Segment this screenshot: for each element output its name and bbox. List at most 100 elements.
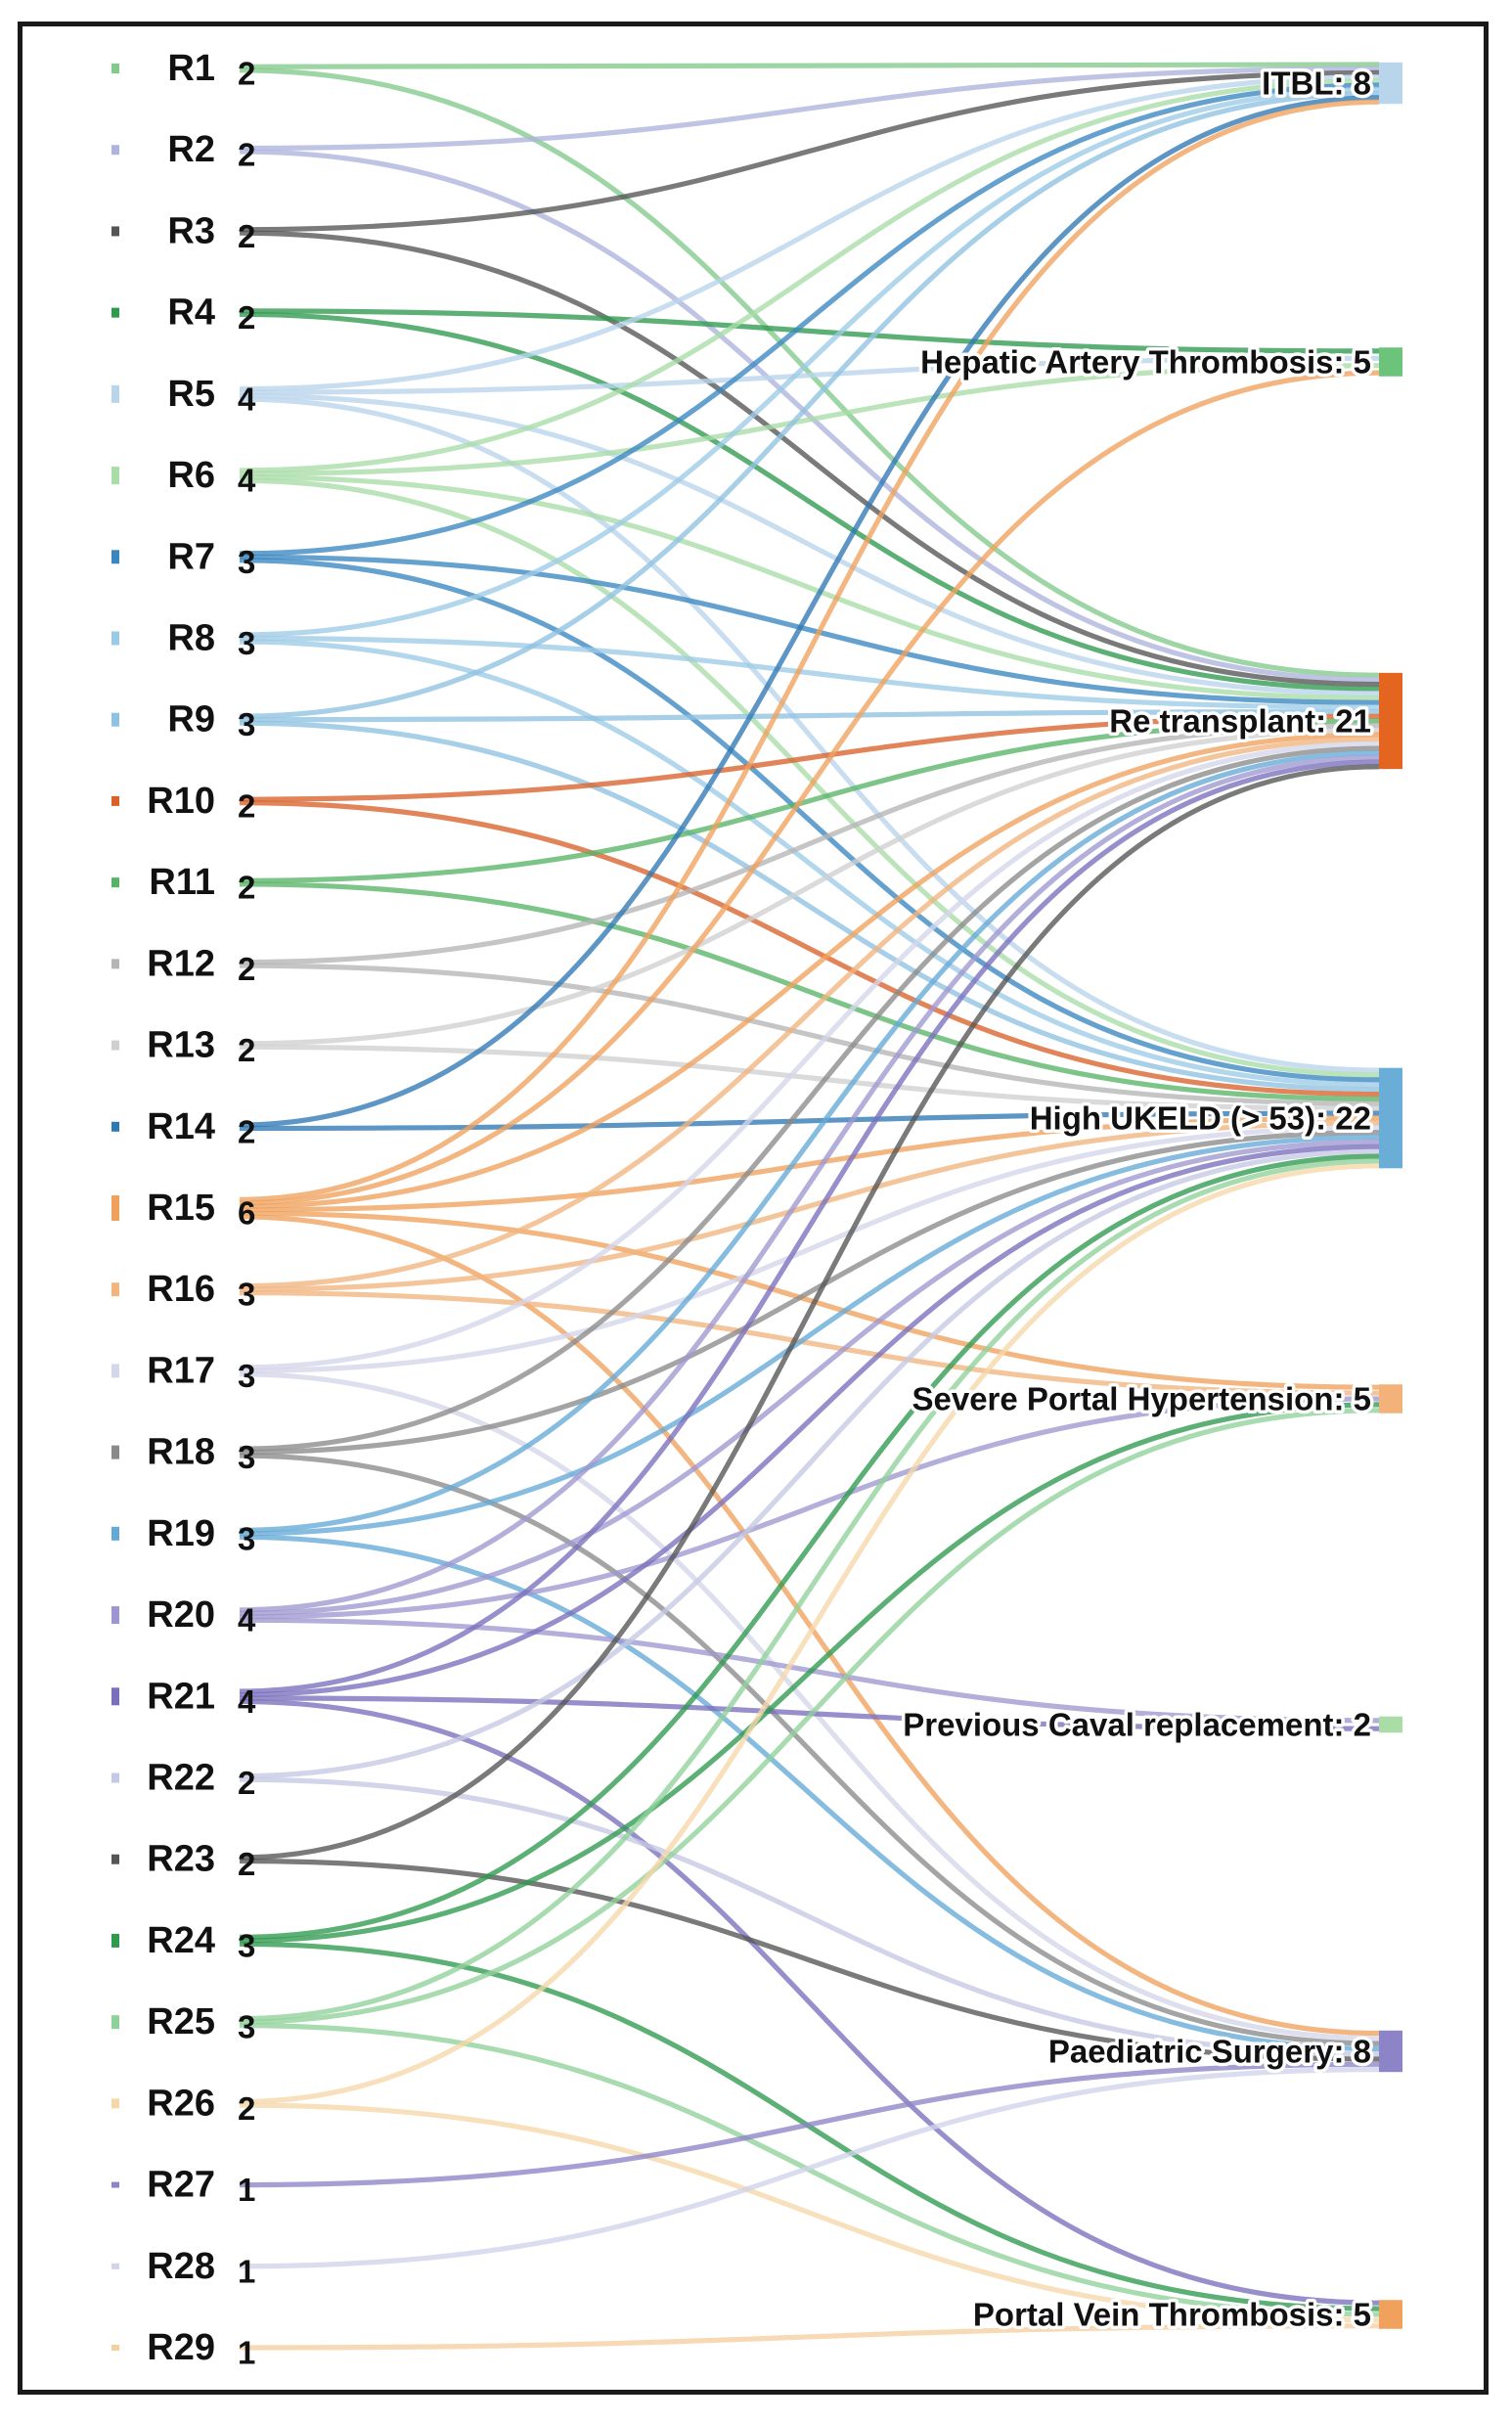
source-node-r8 [111, 631, 119, 646]
link-r20-to-high-ukeld [239, 1139, 1380, 1616]
link-r16-to-high-ukeld [239, 1120, 1380, 1292]
link-r12-to-high-ukeld [239, 963, 1380, 1106]
link-r20-to-severe-portal-hypertension [239, 1396, 1380, 1620]
link-r26-to-high-ukeld [239, 1163, 1380, 2105]
source-node-r27 [111, 2181, 119, 2188]
source-count-r26: 2 [238, 2090, 255, 2127]
source-count-r17: 3 [238, 1358, 255, 1394]
source-label-r9: R9 [167, 699, 215, 740]
source-count-r20: 4 [238, 1602, 256, 1638]
source-label-r4: R4 [167, 292, 215, 334]
source-node-r10 [111, 795, 119, 806]
source-count-r9: 3 [238, 706, 255, 742]
source-count-r7: 3 [238, 544, 255, 580]
target-label-hepatic-artery-thrombosis: Hepatic Artery Thrombosis: 5 [920, 344, 1371, 381]
source-node-r22 [111, 1772, 119, 1783]
source-count-r19: 3 [238, 1520, 255, 1556]
source-node-r12 [111, 959, 119, 969]
source-label-r26: R26 [147, 2083, 215, 2124]
link-r24-to-severe-portal-hypertension [239, 1402, 1380, 1944]
link-r9-to-re-transplant [239, 709, 1380, 723]
source-label-r10: R10 [147, 781, 215, 822]
source-label-r8: R8 [167, 618, 215, 659]
link-r15-to-severe-portal-hypertension [239, 1210, 1380, 1390]
link-r6-to-hepatic-artery-thrombosis [239, 363, 1380, 476]
source-node-r26 [111, 2098, 119, 2109]
source-count-r23: 2 [238, 1846, 255, 1882]
link-r19-to-high-ukeld [239, 1134, 1380, 1537]
link-r22-to-high-ukeld [239, 1148, 1380, 1779]
link-r16-to-severe-portal-hypertension [239, 1290, 1380, 1396]
target-node-re-transplant [1379, 672, 1402, 770]
source-count-r22: 2 [238, 1765, 255, 1801]
source-node-r7 [111, 550, 119, 564]
source-node-r2 [111, 145, 119, 156]
source-label-r15: R15 [147, 1188, 215, 1229]
source-node-r23 [111, 1854, 119, 1864]
source-node-r9 [111, 712, 119, 727]
source-node-r11 [111, 877, 119, 888]
target-label-itbl: ITBL: 8 [1262, 66, 1371, 102]
source-count-r5: 4 [238, 381, 256, 417]
source-count-r15: 6 [238, 1195, 255, 1232]
link-r9-to-high-ukeld [239, 720, 1380, 1093]
source-label-r25: R25 [147, 2001, 215, 2042]
source-node-r3 [111, 226, 119, 237]
source-label-r6: R6 [167, 455, 215, 496]
target-node-severe-portal-hypertension [1379, 1384, 1402, 1413]
link-r12-to-re-transplant [239, 723, 1380, 965]
source-label-r7: R7 [167, 536, 215, 577]
source-count-r1: 2 [238, 56, 255, 92]
source-count-r28: 1 [238, 2253, 255, 2289]
source-node-r20 [111, 1606, 119, 1625]
target-node-paediatric-surgery [1379, 2030, 1402, 2073]
link-r15-to-hepatic-artery-thrombosis [239, 370, 1380, 1206]
source-node-r4 [111, 307, 119, 318]
source-label-r11: R11 [149, 862, 215, 903]
link-r29-to-portal-vein-thrombosis [239, 2323, 1380, 2351]
link-r2-to-itbl [239, 66, 1380, 152]
source-count-r4: 2 [238, 299, 255, 336]
link-r13-to-high-ukeld [239, 1044, 1380, 1111]
source-label-r13: R13 [147, 1025, 215, 1066]
link-r5-to-re-transplant [239, 393, 1380, 696]
source-node-r19 [111, 1526, 119, 1541]
link-r27-to-paediatric-surgery [239, 2061, 1380, 2188]
link-r5-to-high-ukeld [239, 396, 1380, 1073]
link-r1-to-re-transplant [239, 67, 1380, 678]
link-r6-to-itbl [239, 78, 1380, 473]
link-r24-to-high-ukeld [239, 1153, 1380, 1940]
source-label-r28: R28 [147, 2246, 215, 2287]
link-r23-to-paediatric-surgery [239, 1858, 1380, 2062]
link-r20-to-re-transplant [239, 754, 1380, 1613]
link-r18-to-re-transplant [239, 745, 1380, 1452]
link-r15-to-paediatric-surgery [239, 1214, 1380, 2037]
source-count-r11: 2 [238, 870, 255, 906]
source-node-r6 [111, 467, 119, 485]
link-r1-to-itbl [239, 62, 1380, 69]
source-node-r16 [111, 1282, 119, 1297]
source-count-r16: 3 [238, 1277, 255, 1313]
target-label-severe-portal-hypertension: Severe Portal Hypertension: 5 [912, 1381, 1371, 1417]
source-node-r14 [111, 1121, 119, 1132]
link-r9-to-itbl [239, 91, 1380, 719]
link-r7-to-re-transplant [239, 554, 1380, 705]
source-count-r24: 3 [238, 1927, 255, 1963]
link-r8-to-itbl [239, 86, 1380, 638]
source-label-r17: R17 [147, 1350, 215, 1391]
link-r3-to-itbl [239, 69, 1380, 233]
target-label-previous-caval-replacement: Previous Caval replacement: 2 [903, 1707, 1371, 1743]
source-count-r18: 3 [238, 1439, 255, 1475]
source-count-r8: 3 [238, 625, 255, 661]
link-r18-to-high-ukeld [239, 1130, 1380, 1456]
link-r2-to-re-transplant [239, 149, 1380, 683]
source-label-r18: R18 [147, 1432, 215, 1473]
link-r10-to-re-transplant [239, 713, 1380, 802]
source-count-r14: 2 [238, 1113, 255, 1149]
target-node-previous-caval-replacement [1379, 1716, 1402, 1733]
source-count-r21: 4 [238, 1683, 256, 1720]
link-r28-to-paediatric-surgery [239, 2067, 1380, 2269]
link-r23-to-re-transplant [239, 764, 1380, 1861]
link-r21-to-high-ukeld [239, 1144, 1380, 1698]
